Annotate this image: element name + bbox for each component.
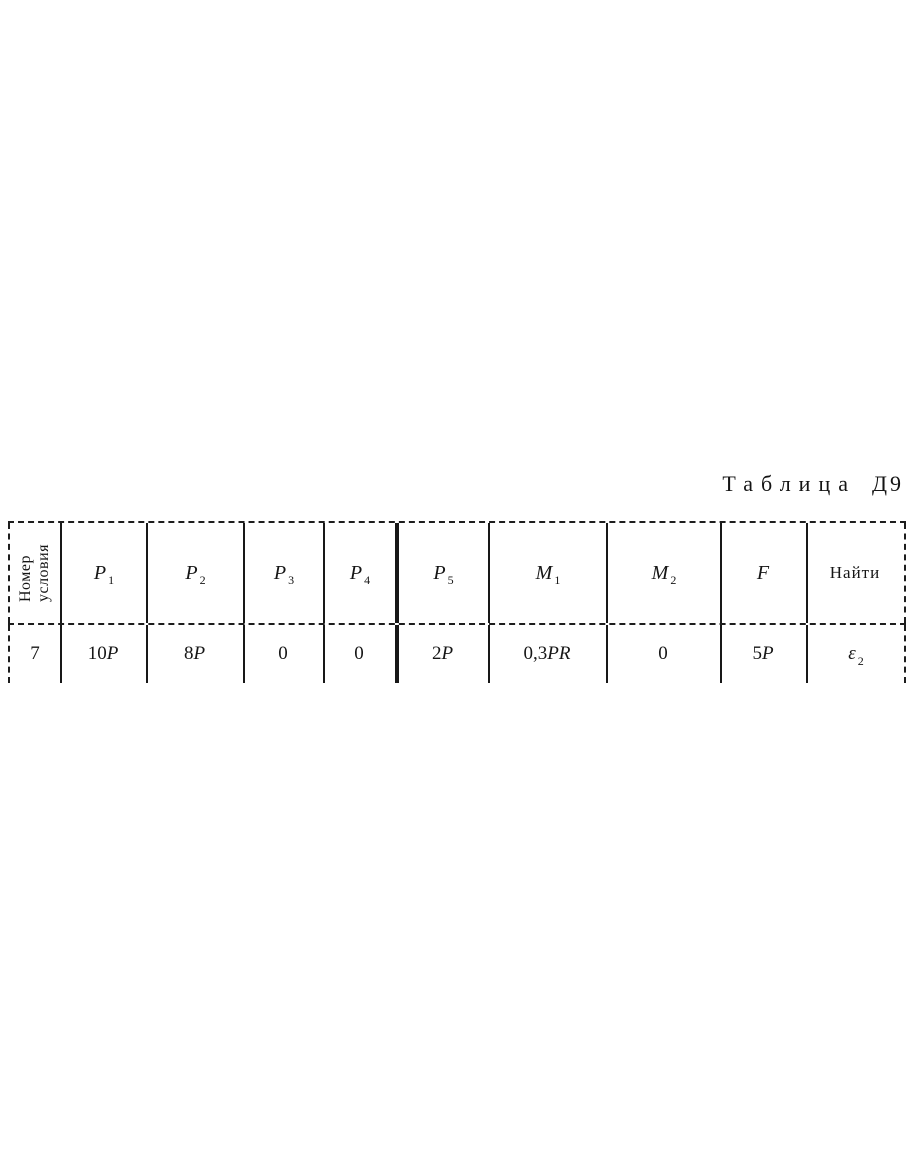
header-subscript: 4 [364,572,371,587]
condition-number-line2: условия [35,543,52,603]
cell-m1: 0,3 PR [490,625,608,683]
cell-text: 5 [752,643,762,664]
cell-condition-number: 7 [8,625,62,683]
cell-text: 0 [658,643,668,664]
header-subscript: 2 [670,572,677,587]
header-symbol: Найти [829,563,881,582]
cell-subscript: 2 [857,653,864,668]
header-symbol: M [651,561,669,584]
cell-symbol: P [106,643,119,664]
cell-symbol: PR [547,643,571,664]
header-subscript: 2 [199,572,206,587]
header-symbol: P [273,561,287,584]
header-symbol: P [93,561,107,584]
header-symbol: P [349,561,363,584]
table-caption-word: Таблица [722,471,856,496]
column-header-f: F [722,523,808,623]
cell-m2: 0 [608,625,722,683]
cell-p1: 10 P [62,625,148,683]
cell-text: 2 [431,643,442,664]
header-symbol: M [535,561,553,584]
header-symbol: P [433,561,446,584]
cell-symbol: P [761,643,774,664]
cell-text: 7 [30,643,40,664]
table-caption-number: Д9 [871,471,904,496]
cell-symbol: P [193,643,206,664]
cell-symbol: P [441,643,454,664]
header-symbol: P [185,561,198,584]
cell-text: 0 [354,643,364,664]
cell-text: 0,3 [523,643,548,664]
cell-symbol: ε [848,643,856,664]
table-caption: Таблица Д9 [722,471,904,497]
condition-number-vertical-label: Номер условия [17,544,53,602]
cell-p3: 0 [245,625,325,683]
column-header-naiti: Найти [808,523,906,623]
header-subscript: 5 [447,572,454,587]
condition-number-line1: Номер [17,555,34,603]
cell-text: 10 [87,643,107,664]
header-symbol: F [756,561,770,584]
column-header-condition-number: Номер условия [8,523,62,623]
header-subscript: 3 [288,572,295,587]
header-subscript: 1 [554,572,561,587]
cell-p4: 0 [325,625,399,683]
cell-text: 0 [278,643,288,664]
header-subscript: 1 [108,572,115,587]
cell-text: 8 [183,643,194,664]
